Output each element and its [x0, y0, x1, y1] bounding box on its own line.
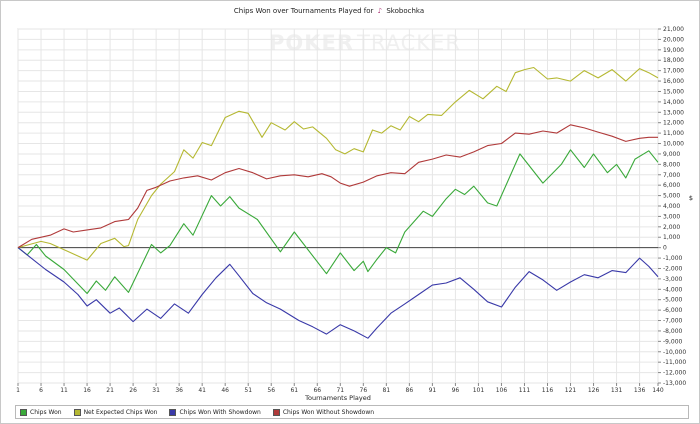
y-tick-label: 0 — [663, 245, 667, 252]
legend: Chips Won Net Expected Chips Won Chips W… — [15, 405, 689, 419]
y-tick-label: 1,000 — [663, 234, 680, 241]
legend-swatch — [73, 408, 81, 416]
y-tick-label: 21,000 — [663, 26, 684, 33]
chart-title-text: Chips Won over Tournaments Played for — [234, 7, 374, 15]
x-tick-label: 101 — [473, 387, 485, 394]
y-tick-label: -4,000 — [663, 286, 683, 293]
x-tick-label: 126 — [588, 387, 600, 394]
x-tick-label: 121 — [565, 387, 577, 394]
y-tick-label: -10,000 — [663, 349, 686, 356]
y-tick-label: 8,000 — [663, 161, 680, 168]
y-tick-label: 4,000 — [663, 203, 680, 210]
x-tick-label: 36 — [175, 387, 183, 394]
y-tick-label: -1,000 — [663, 255, 683, 262]
series-line-1 — [17, 66, 659, 261]
y-tick-label: 11,000 — [663, 130, 684, 137]
legend-swatch — [169, 408, 177, 416]
legend-swatch — [20, 408, 27, 416]
y-tick-label: 13,000 — [663, 109, 684, 116]
x-tick-label: 106 — [496, 387, 508, 394]
grid-lines — [17, 28, 659, 384]
y-tick-label: 7,000 — [663, 172, 680, 179]
legend-item-with-showdown[interactable]: Chips Won With Showdown — [169, 408, 261, 416]
y-tick-label: 18,000 — [663, 57, 684, 64]
x-tick-label: 51 — [244, 387, 252, 394]
x-tick-label: 61 — [290, 387, 298, 394]
y-tick-label: 2,000 — [663, 224, 680, 231]
x-axis: 1 6 11 16 21 26 31 36 41 46 51 56 61 66 71 76 81 86 91 96 10… — [16, 383, 664, 394]
series-line-2 — [17, 247, 659, 339]
legend-label: Chips Won With Showdown — [179, 408, 261, 416]
x-tick-label: 56 — [267, 387, 275, 394]
series-lines — [17, 66, 659, 339]
x-tick-label: 66 — [313, 387, 321, 394]
y-tick-label: 17,000 — [663, 68, 684, 75]
y-axis-label: $ — [689, 194, 693, 202]
y-tick-label: 9,000 — [663, 151, 680, 158]
y-tick-label: -5,000 — [663, 297, 683, 304]
y-tick-label: -13,000 — [663, 380, 686, 387]
x-tick-label: 96 — [452, 387, 460, 394]
x-tick-label: 116 — [542, 387, 554, 394]
x-tick-label: 111 — [519, 387, 531, 394]
x-tick-label: 76 — [360, 387, 368, 394]
y-tick-label: -7,000 — [663, 318, 683, 325]
series-line-0 — [17, 149, 659, 295]
legend-label: Chips Won — [30, 408, 62, 416]
x-tick-label: 131 — [611, 387, 623, 394]
y-tick-label: 6,000 — [663, 182, 680, 189]
y-tick-label: -2,000 — [663, 265, 683, 272]
y-tick-label: -9,000 — [663, 338, 683, 345]
y-tick-label: -11,000 — [663, 359, 686, 366]
x-axis-label: Tournaments Played — [304, 394, 371, 402]
legend-item-chips-won[interactable]: Chips Won — [20, 408, 62, 416]
x-tick-label: 26 — [129, 387, 137, 394]
legend-item-without-showdown[interactable]: Chips Won Without Showdown — [272, 408, 375, 416]
y-tick-label: -12,000 — [663, 370, 686, 377]
x-tick-label: 21 — [106, 387, 114, 394]
x-tick-label: 6 — [39, 387, 43, 394]
y-tick-label: -6,000 — [663, 307, 683, 314]
x-tick-label: 81 — [383, 387, 391, 394]
y-tick-label: 16,000 — [663, 78, 684, 85]
x-tick-label: 86 — [406, 387, 414, 394]
x-tick-label: 71 — [336, 387, 344, 394]
x-tick-label: 1 — [16, 387, 20, 394]
y-tick-label: 19,000 — [663, 47, 684, 54]
y-axis: 21,000 20,000 19,000 18,000 17,000 16,000 15,0… — [658, 26, 686, 387]
y-tick-label: 5,000 — [663, 193, 680, 200]
y-tick-label: 20,000 — [663, 36, 684, 43]
player-name: Skobochka — [386, 7, 424, 15]
x-tick-label: 41 — [198, 387, 206, 394]
x-tick-label: 16 — [83, 387, 91, 394]
x-tick-label: 31 — [152, 387, 160, 394]
y-tick-label: 12,000 — [663, 120, 684, 127]
legend-swatch — [272, 408, 280, 416]
y-tick-label: 15,000 — [663, 88, 684, 95]
series-line-3 — [17, 124, 658, 249]
chart-title: Chips Won over Tournaments Played for ♪ … — [234, 7, 424, 15]
player-glyph-icon: ♪ — [378, 7, 382, 15]
x-tick-label: 140 — [652, 387, 664, 394]
y-tick-label: -3,000 — [663, 276, 683, 283]
watermark-logo: POKER TRACKER — [269, 31, 461, 55]
y-tick-label: 3,000 — [663, 213, 680, 220]
y-tick-label: -8,000 — [663, 328, 683, 335]
legend-item-net-expected[interactable]: Net Expected Chips Won — [73, 408, 158, 416]
legend-label: Net Expected Chips Won — [83, 408, 158, 416]
x-tick-label: 46 — [221, 387, 229, 394]
y-tick-label: 14,000 — [663, 99, 684, 106]
x-tick-label: 136 — [634, 387, 646, 394]
x-tick-label: 11 — [60, 387, 68, 394]
legend-label: Chips Won Without Showdown — [282, 408, 375, 416]
x-tick-label: 91 — [429, 387, 437, 394]
y-tick-label: 10,000 — [663, 141, 684, 148]
